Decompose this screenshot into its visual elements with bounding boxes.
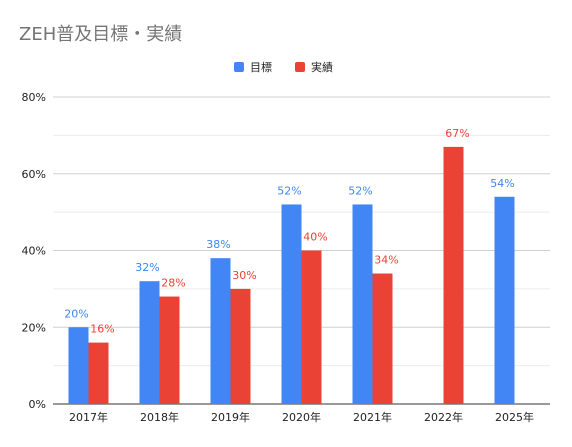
x-tick-label: 2021年 — [353, 410, 392, 424]
x-tick-label: 2025年 — [495, 410, 534, 424]
bar-target — [281, 204, 302, 404]
y-tick-label: 60% — [22, 168, 46, 181]
x-tick-label: 2022年 — [424, 410, 463, 424]
data-label: 34% — [374, 254, 398, 267]
data-labels: 20%16% 32%28% 38% 30% 52% 40% 52% 34% 67% 54% — [64, 127, 514, 336]
x-tick-label: 2020年 — [282, 410, 321, 424]
data-label: 28% — [161, 277, 185, 290]
bar-target — [494, 196, 515, 404]
bar-actual — [230, 288, 251, 404]
x-tick-label: 2017年 — [69, 410, 108, 424]
x-tick-label: 2018年 — [140, 410, 179, 424]
bar-actual — [443, 146, 464, 404]
legend-label: 目標 — [250, 60, 272, 74]
data-label: 52% — [348, 184, 372, 197]
legend-swatch — [295, 62, 305, 72]
data-label: 30% — [232, 269, 256, 282]
data-label: 16% — [90, 323, 114, 336]
x-axis-labels: 2017年 2018年 2019年 2020年 2021年 2022年 2025年 — [69, 410, 534, 424]
y-axis-labels: 0% 20% 40% 60% 80% — [22, 91, 46, 411]
data-label: 54% — [490, 177, 514, 190]
legend-label: 実績 — [311, 60, 333, 74]
data-label: 38% — [206, 238, 230, 251]
bar-target — [352, 204, 373, 404]
bar-actual — [372, 273, 393, 404]
x-tick-label: 2019年 — [211, 410, 250, 424]
data-label: 67% — [445, 127, 469, 140]
bar-actual — [88, 342, 109, 404]
data-label: 52% — [277, 184, 301, 197]
data-label: 40% — [303, 231, 327, 244]
bar-actual — [301, 250, 322, 404]
y-tick-label: 80% — [22, 91, 46, 104]
bars — [68, 146, 515, 404]
legend: 目標 実績 — [234, 60, 333, 74]
bar-target — [210, 258, 231, 404]
bar-target — [68, 327, 89, 404]
bar-actual — [159, 296, 180, 404]
y-tick-label: 20% — [22, 321, 46, 334]
legend-swatch — [234, 62, 244, 72]
data-label: 20% — [64, 307, 88, 320]
y-tick-label: 0% — [29, 398, 46, 411]
bar-target — [139, 281, 160, 404]
data-label: 32% — [135, 261, 159, 274]
y-tick-label: 40% — [22, 245, 46, 258]
chart-title: ZEH普及目標・実績 — [19, 24, 183, 45]
